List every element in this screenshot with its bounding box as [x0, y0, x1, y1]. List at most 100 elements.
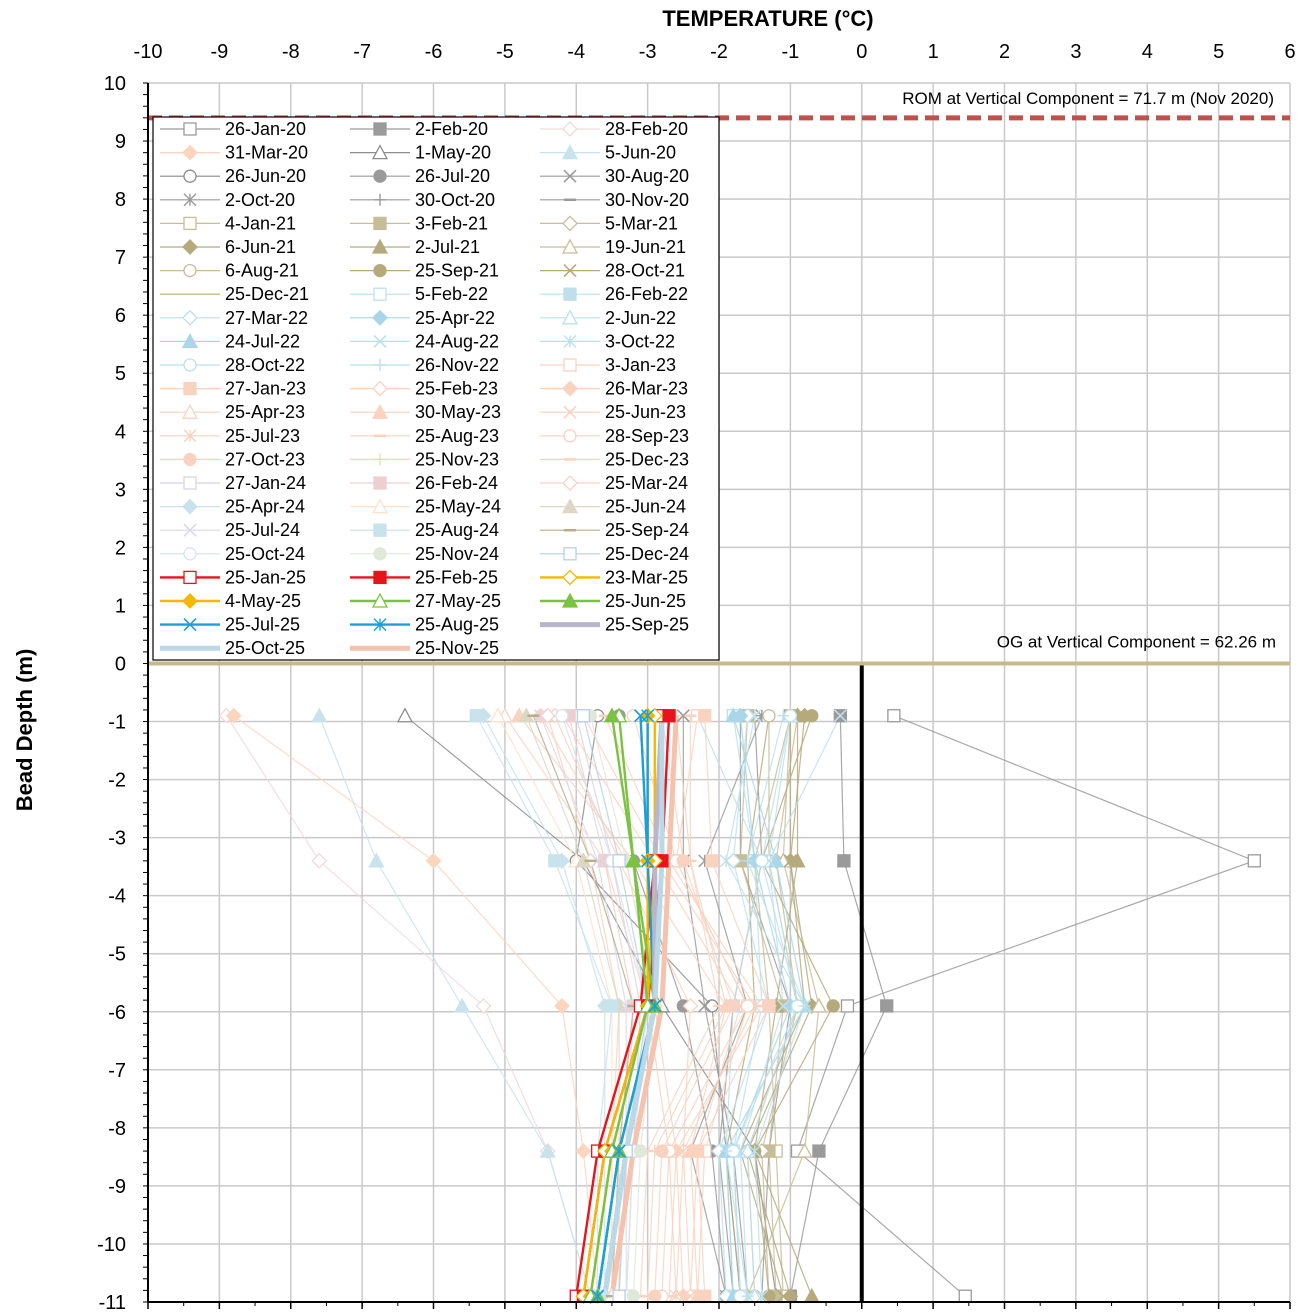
data-point — [371, 403, 389, 419]
legend-entry: 25-Jul-25 — [225, 615, 300, 635]
data-point — [833, 709, 847, 723]
data-point — [803, 1287, 820, 1303]
data-point — [554, 998, 570, 1014]
data-point — [805, 709, 819, 723]
y-tick-label: -5 — [108, 944, 126, 966]
legend-entry: 25-Jul-24 — [225, 520, 300, 540]
legend-entry: 2-Feb-20 — [415, 119, 488, 139]
data-point — [372, 380, 388, 397]
x-tick-label: 1 — [928, 41, 939, 63]
data-point — [181, 333, 199, 349]
data-point — [561, 498, 579, 514]
data-point — [183, 122, 197, 136]
legend-entry: 25-Dec-21 — [225, 284, 309, 304]
data-point — [633, 1144, 648, 1158]
data-point — [810, 997, 828, 1013]
legend-entry: 23-Mar-25 — [605, 567, 688, 587]
legend-entry: 25-Sep-21 — [415, 261, 499, 281]
data-point — [181, 403, 199, 419]
data-point — [548, 854, 562, 868]
legend-entry: 25-Nov-24 — [415, 544, 499, 564]
data-point — [371, 144, 389, 160]
legend-box — [152, 116, 720, 661]
x-tick-label: 2 — [999, 41, 1010, 63]
legend-entry: 25-Jan-25 — [225, 567, 306, 587]
legend-entry: 25-Sep-24 — [605, 520, 689, 540]
legend-entry: 26-Mar-23 — [605, 379, 688, 399]
y-tick-label: -9 — [108, 1176, 126, 1198]
legend-entry: 24-Jul-22 — [225, 331, 300, 351]
data-point — [641, 854, 655, 868]
data-point — [755, 854, 769, 868]
legend-entry: 26-Jan-20 — [225, 119, 306, 139]
y-tick-label: 5 — [115, 363, 126, 385]
legend-entry: 5-Feb-22 — [415, 284, 488, 304]
data-point — [225, 707, 242, 724]
legend-entry: 4-May-25 — [225, 591, 301, 611]
data-point — [371, 592, 389, 608]
y-tick-label: -3 — [108, 828, 126, 850]
data-point — [373, 216, 387, 231]
x-tick-label: -7 — [353, 41, 371, 63]
y-tick-label: -1 — [108, 712, 126, 734]
data-point — [453, 997, 471, 1013]
legend-entry: 25-Mar-24 — [605, 473, 688, 493]
data-point — [669, 1289, 683, 1303]
legend-entry: 26-Feb-24 — [415, 473, 498, 493]
data-point — [725, 707, 742, 723]
data-point — [396, 707, 414, 723]
data-point — [489, 707, 506, 723]
data-point — [182, 309, 198, 326]
data-point — [368, 852, 385, 868]
legend-entry: 6-Jun-21 — [225, 237, 296, 257]
legend-entry: 4-Jan-21 — [225, 213, 296, 233]
data-point — [374, 193, 386, 206]
series-line — [233, 715, 599, 1297]
legend-entry: 31-Mar-20 — [225, 143, 308, 163]
data-point — [625, 852, 642, 868]
data-point — [776, 1289, 790, 1303]
data-point — [311, 707, 328, 723]
legend-entry: 26-Jun-20 — [225, 166, 306, 186]
data-point — [755, 1289, 769, 1303]
legend-entry: 2-Jun-22 — [605, 308, 676, 328]
data-point — [563, 429, 577, 443]
legend-entry: 25-Oct-24 — [225, 544, 305, 564]
data-point — [783, 854, 797, 868]
legend-entry: 27-Jan-24 — [225, 473, 306, 493]
legend-entry: 25-Aug-23 — [415, 426, 499, 446]
data-point — [563, 405, 577, 419]
data-point — [374, 359, 386, 371]
data-point — [562, 569, 578, 586]
data-point — [183, 618, 197, 632]
data-point — [469, 709, 483, 723]
legend-entry: 2-Oct-20 — [225, 190, 295, 210]
legend-entry: 25-Oct-25 — [225, 638, 305, 658]
data-point — [741, 1290, 754, 1303]
data-point — [958, 1289, 972, 1303]
data-point — [183, 358, 197, 372]
legend: 26-Jan-20 2-Feb-20 28-Feb-20 31-Mar-20 1-May… — [152, 116, 720, 661]
data-point — [561, 238, 579, 254]
data-point — [676, 709, 690, 723]
legend-entry: 25-Dec-24 — [605, 544, 689, 564]
data-point — [183, 169, 197, 183]
legend-entry: 25-Nov-23 — [415, 449, 499, 469]
data-point — [373, 334, 387, 348]
data-point — [840, 999, 855, 1013]
data-point — [591, 1289, 605, 1303]
data-point — [373, 618, 387, 632]
data-point — [183, 547, 197, 561]
data-point — [698, 999, 712, 1013]
data-point — [887, 709, 901, 723]
rom-label: ROM at Vertical Component = 71.7 m (Nov … — [902, 89, 1274, 108]
data-point — [562, 380, 578, 397]
y-tick-label: 6 — [115, 305, 126, 327]
data-point — [182, 593, 198, 609]
y-tick-label: -10 — [97, 1234, 126, 1256]
data-point — [612, 1144, 626, 1158]
data-point — [183, 216, 197, 231]
data-point — [777, 709, 790, 722]
x-tick-label: -4 — [567, 41, 585, 63]
data-point — [373, 570, 387, 585]
